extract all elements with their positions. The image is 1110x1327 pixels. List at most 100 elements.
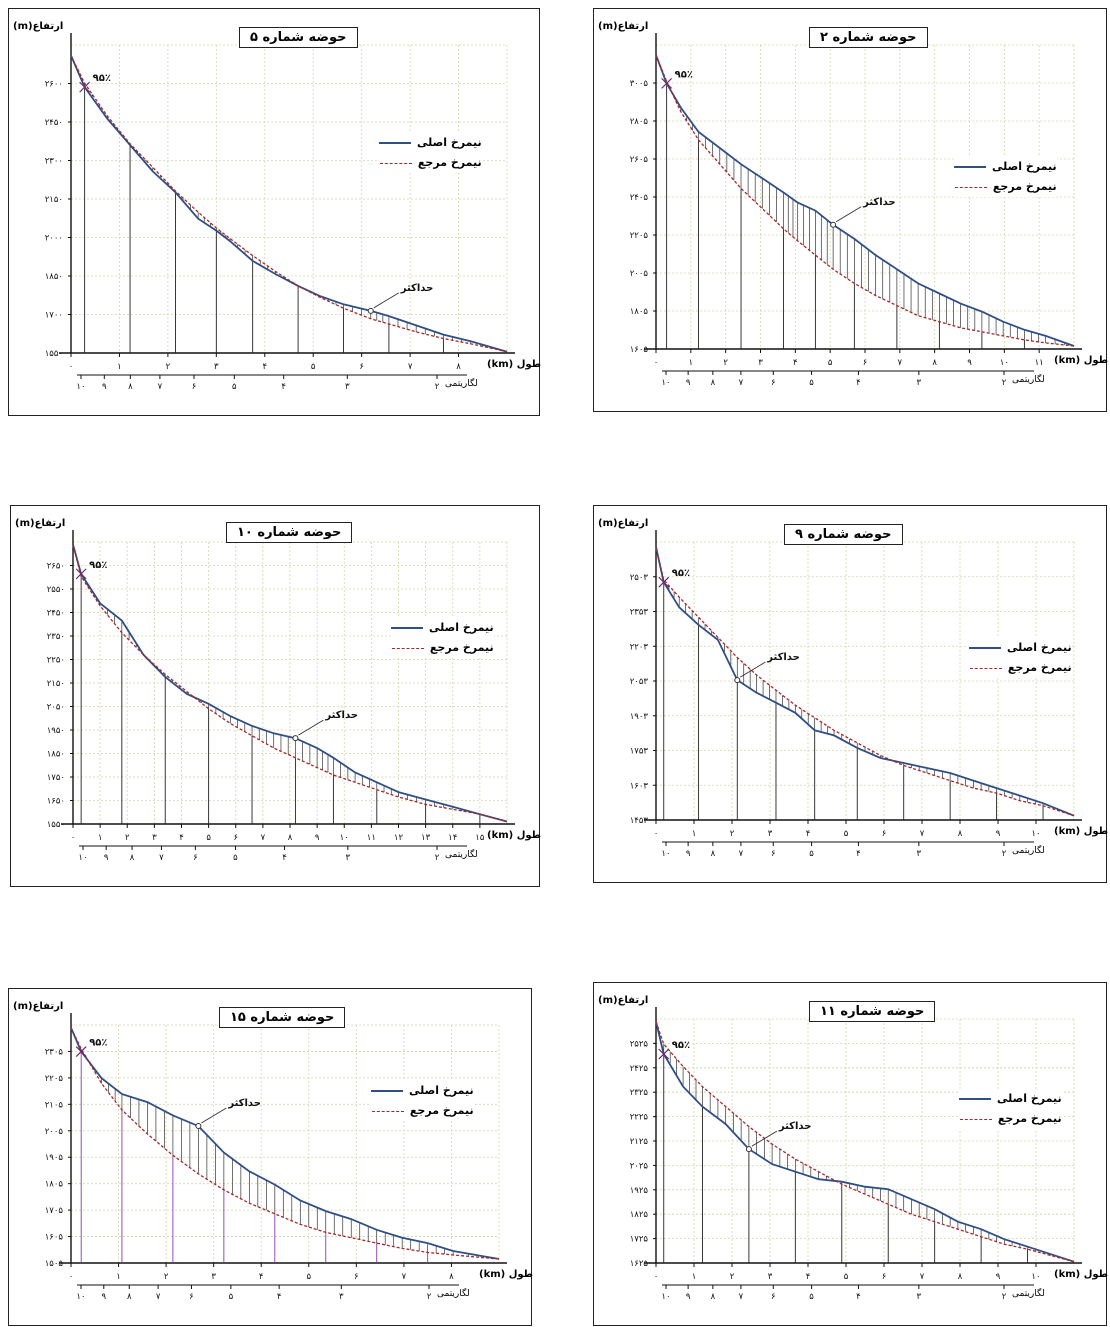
- log-tick-label: ۷: [158, 382, 163, 392]
- x-tick-label: ۹: [996, 829, 1001, 839]
- y-tick-label: ۱۸۵۰: [45, 272, 63, 282]
- legend-label: نیمرخ مرجع: [417, 156, 482, 169]
- log-axis-label: لگاریتمی: [1012, 375, 1045, 385]
- legend-swatch: [959, 1098, 991, 1100]
- max-leader: [751, 1130, 778, 1147]
- y-axis-label: ارتفاع(m): [598, 21, 649, 32]
- log-tick-label: ۹: [686, 378, 691, 388]
- log-tick-label: ۴: [856, 849, 861, 859]
- legend-label: نیمرخ اصلی: [429, 621, 494, 634]
- legend-swatch: [959, 1118, 992, 1120]
- main-profile-line: [655, 1021, 1075, 1263]
- legend-item: نیمرخ مرجع: [969, 658, 1072, 678]
- max-leader: [201, 1107, 227, 1124]
- y-tick-label: ۲۴۵۰: [45, 118, 63, 128]
- pct95-label: ۹۵٪: [89, 560, 107, 571]
- y-tick-label: ۲۱۲۵: [630, 1137, 649, 1147]
- y-tick-label: ۲۳۰۵: [45, 1047, 64, 1057]
- legend-label: نیمرخ اصلی: [992, 160, 1057, 173]
- max-label: حداکثر: [324, 710, 358, 721]
- log-tick-label: ۸: [127, 1292, 132, 1302]
- y-tick-label: ۱۶۰۳: [630, 781, 649, 791]
- legend: نیمرخ اصلی نیمرخ مرجع: [969, 638, 1072, 678]
- y-axis-label: ارتفاع(m): [13, 1001, 64, 1012]
- max-point: [292, 735, 299, 742]
- x-tick-label: ۶: [882, 1272, 887, 1282]
- x-tick-label: ۰: [71, 833, 76, 843]
- log-tick-label: ۷: [156, 1292, 161, 1302]
- y-tick-label: ۱۶۵۰: [47, 797, 65, 807]
- log-tick-label: ۴: [856, 1292, 861, 1302]
- hatch-lines: [666, 81, 1065, 345]
- x-tick-label: ۱۰: [1031, 1272, 1040, 1282]
- x-tick-label: ۱۰: [340, 833, 349, 843]
- log-tick-label: ۲: [427, 1292, 432, 1302]
- x-tick-label: ۹: [967, 358, 972, 368]
- hatch-lines: [663, 1044, 1067, 1260]
- y-tick-label: ۱۹۲۵: [630, 1186, 649, 1196]
- max-leader: [835, 206, 862, 223]
- grid: [70, 1024, 500, 1264]
- legend-swatch: [379, 142, 411, 144]
- hatch-lines: [84, 83, 496, 350]
- x-tick-label: ۲: [164, 1272, 169, 1282]
- x-tick-label: ۱: [116, 1272, 121, 1282]
- log-axis-label: لگاریتمی: [437, 1289, 470, 1299]
- y-tick-label: ۲۴۰۵: [630, 193, 649, 203]
- x-tick-label: ۷: [920, 1272, 925, 1282]
- log-tick-label: ۵: [809, 378, 814, 388]
- legend-label: نیمرخ مرجع: [409, 1104, 474, 1117]
- pct95-marker: [79, 81, 91, 93]
- max-label: حداکثر: [227, 1098, 261, 1109]
- y-tick-label: ۲۳۵۳: [630, 608, 649, 618]
- x-tick-label: ۵: [311, 362, 316, 372]
- x-axis-label: طول (km): [1054, 826, 1109, 837]
- max-point: [745, 1146, 752, 1153]
- legend: نیمرخ اصلی نیمرخ مرجع: [371, 1081, 474, 1121]
- x-tick-label: ۰: [69, 1272, 74, 1282]
- log-tick-label: ۹: [101, 1292, 106, 1302]
- chart-title: حوضه شماره ۹: [784, 524, 903, 545]
- legend-swatch: [391, 647, 424, 649]
- log-tick-label: ۳: [917, 378, 922, 388]
- log-tick-label: ۹: [686, 1292, 691, 1302]
- y-axis-label: ارتفاع(m): [15, 518, 66, 529]
- grid: [655, 1018, 1075, 1264]
- log-axis-label: لگاریتمی: [1012, 846, 1045, 856]
- log-tick-label: ۳: [346, 853, 351, 863]
- x-tick-label: ۳: [768, 1272, 773, 1282]
- y-tick-label: ۱۹۵۰: [47, 726, 65, 736]
- x-tick-label: ۱: [117, 362, 122, 372]
- pct95-marker: [75, 1046, 87, 1058]
- chart-title: حوضه شماره ۱۱: [809, 1001, 936, 1022]
- legend-item: نیمرخ اصلی: [371, 1081, 474, 1101]
- x-tick-label: ۱۳: [421, 833, 431, 843]
- x-axis-label: طول (km): [487, 830, 542, 841]
- reference-profile-line: [70, 55, 508, 353]
- reference-profile-line: [655, 1021, 1075, 1263]
- y-tick-label: ۱۹۰۳: [630, 712, 649, 722]
- x-tick-label: ۴: [806, 1272, 811, 1282]
- y-tick-label: ۲۳۵۰: [47, 632, 65, 642]
- max-point: [830, 221, 837, 228]
- y-tick-label: ۲۱۰۵: [45, 1100, 64, 1110]
- log-tick-label: ۴: [281, 382, 286, 392]
- y-tick-label: ۱۷۲۵: [630, 1235, 649, 1245]
- x-tick-label: ۸: [456, 362, 461, 372]
- x-tick-label: ۰: [654, 1272, 659, 1282]
- max-label: حداکثر: [766, 652, 800, 663]
- legend-item: نیمرخ اصلی: [959, 1089, 1062, 1109]
- legend-swatch: [954, 166, 986, 168]
- x-tick-label: ۱: [692, 1272, 697, 1282]
- x-tick-label: ۹: [315, 833, 320, 843]
- y-tick-label: ۲۲۲۵: [630, 1113, 649, 1123]
- pct95-label: ۹۵٪: [89, 1038, 107, 1049]
- y-tick-label: ۱۷۵۳: [630, 747, 649, 757]
- x-tick-label: ۱: [692, 829, 697, 839]
- y-tick-label: ۳۰۰۵: [630, 79, 649, 89]
- max-leader: [373, 292, 399, 309]
- x-tick-label: ۶: [359, 362, 364, 372]
- x-tick-label: ۵: [844, 1272, 849, 1282]
- log-tick-label: ۹: [686, 849, 691, 859]
